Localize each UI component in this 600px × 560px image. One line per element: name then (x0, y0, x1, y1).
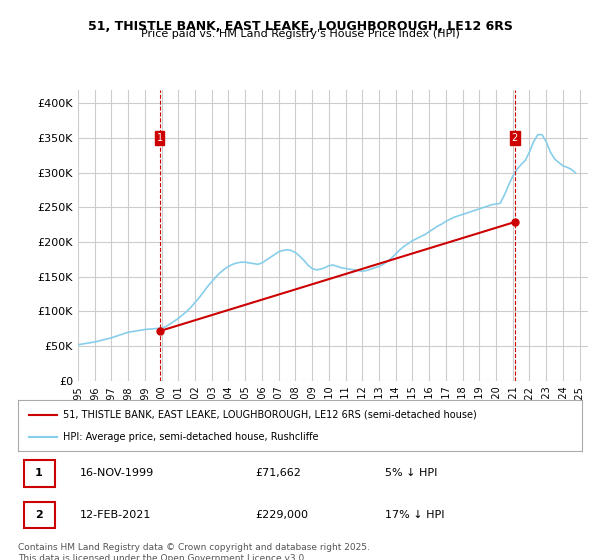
FancyBboxPatch shape (23, 502, 55, 528)
Text: 5% ↓ HPI: 5% ↓ HPI (385, 468, 437, 478)
Text: £229,000: £229,000 (255, 510, 308, 520)
Text: 51, THISTLE BANK, EAST LEAKE, LOUGHBOROUGH, LE12 6RS (semi-detached house): 51, THISTLE BANK, EAST LEAKE, LOUGHBOROU… (63, 409, 477, 419)
Text: 2: 2 (512, 133, 518, 143)
FancyBboxPatch shape (23, 460, 55, 487)
Text: £71,662: £71,662 (255, 468, 301, 478)
Text: 2: 2 (35, 510, 43, 520)
Text: 12-FEB-2021: 12-FEB-2021 (80, 510, 151, 520)
Text: 51, THISTLE BANK, EAST LEAKE, LOUGHBOROUGH, LE12 6RS: 51, THISTLE BANK, EAST LEAKE, LOUGHBOROU… (88, 20, 512, 32)
Text: Price paid vs. HM Land Registry's House Price Index (HPI): Price paid vs. HM Land Registry's House … (140, 29, 460, 39)
Text: 16-NOV-1999: 16-NOV-1999 (80, 468, 154, 478)
Text: HPI: Average price, semi-detached house, Rushcliffe: HPI: Average price, semi-detached house,… (63, 432, 319, 442)
Text: 1: 1 (157, 133, 163, 143)
Text: Contains HM Land Registry data © Crown copyright and database right 2025.
This d: Contains HM Land Registry data © Crown c… (18, 543, 370, 560)
Text: 1: 1 (35, 468, 43, 478)
Text: 17% ↓ HPI: 17% ↓ HPI (385, 510, 444, 520)
